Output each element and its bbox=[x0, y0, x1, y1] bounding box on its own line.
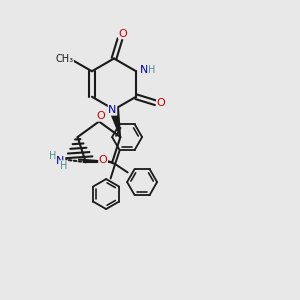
Text: O: O bbox=[99, 155, 107, 165]
Text: N: N bbox=[56, 156, 65, 166]
Text: H: H bbox=[49, 151, 56, 160]
Text: N: N bbox=[140, 65, 148, 75]
Text: N: N bbox=[108, 105, 117, 115]
Text: O: O bbox=[157, 98, 165, 108]
Text: O: O bbox=[96, 111, 105, 121]
Polygon shape bbox=[110, 109, 120, 137]
Text: H: H bbox=[60, 161, 67, 171]
Text: O: O bbox=[118, 28, 127, 39]
Text: H: H bbox=[148, 65, 155, 75]
Text: CH₃: CH₃ bbox=[55, 54, 74, 64]
